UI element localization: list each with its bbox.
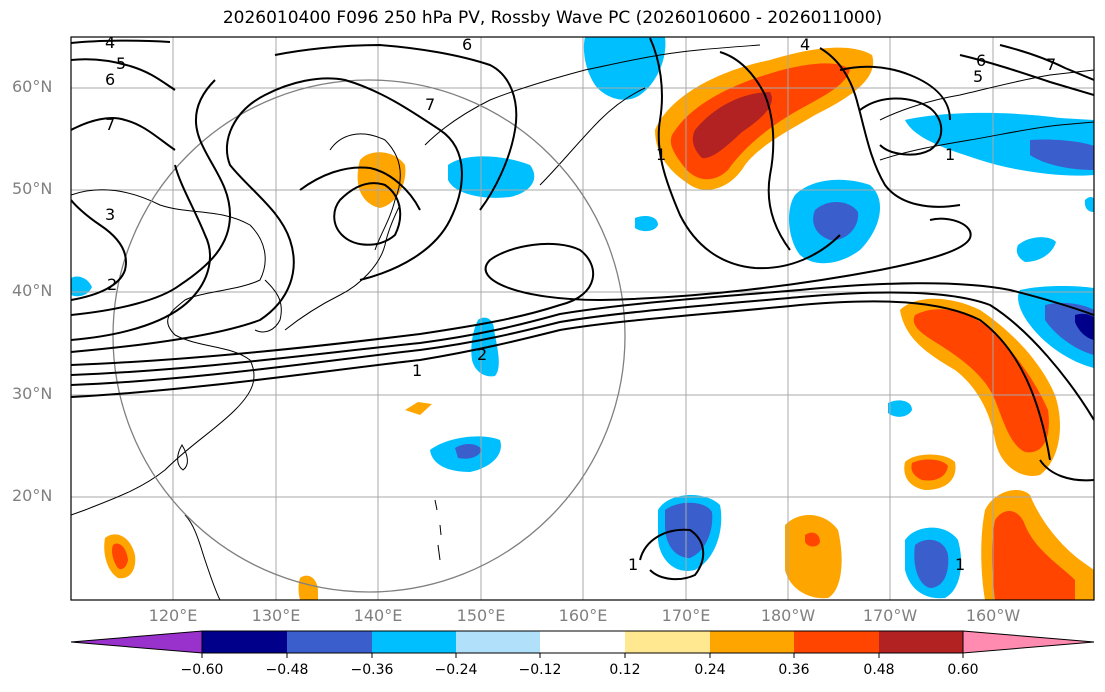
contour-label: 7 <box>425 95 435 114</box>
contour-label: 6 <box>976 51 986 70</box>
contour-label: 5 <box>116 54 126 73</box>
contour-label: 1 <box>656 145 666 164</box>
contour-label: 1 <box>945 145 955 164</box>
colorbar-extend-low <box>70 630 203 654</box>
colorbar-segment <box>202 631 287 653</box>
pv-contours <box>71 37 1094 581</box>
colorbar-tick-label: −0.60 <box>180 662 224 678</box>
colorbar-tick-label: 0.48 <box>863 662 895 678</box>
lon-label: 140°E <box>353 606 403 625</box>
coastlines <box>71 44 1094 600</box>
lat-label: 40°N <box>12 281 53 300</box>
pv-anomaly-shading <box>71 37 1094 600</box>
colorbar-tick-label: −0.48 <box>265 662 309 678</box>
contour-label: 1 <box>955 555 965 574</box>
contour-label: 6 <box>462 35 472 54</box>
colorbar-segment <box>287 631 372 653</box>
contour-label: 6 <box>105 70 115 89</box>
contour-label: 3 <box>105 205 115 224</box>
colorbar-tick-label: 0.60 <box>947 662 979 678</box>
lat-label: 60°N <box>12 77 53 96</box>
contour-label: 2 <box>107 275 117 294</box>
lon-label: 160°W <box>965 606 1021 625</box>
lat-label: 20°N <box>12 486 53 505</box>
contour-label: 7 <box>1046 55 1056 74</box>
map-frame <box>70 36 1095 601</box>
chart-title: 2026010400 F096 250 hPa PV, Rossby Wave … <box>222 8 883 28</box>
colorbar-tick-label: −0.24 <box>434 662 478 678</box>
colorbar-segment <box>794 631 879 653</box>
lon-label: 180°W <box>760 606 816 625</box>
contour-label: 7 <box>105 115 115 134</box>
colorbar-tick-label: −0.36 <box>350 662 394 678</box>
colorbar-segment <box>710 631 794 653</box>
contour-label: 4 <box>800 35 810 54</box>
colorbar-tick-label: 0.36 <box>778 662 810 678</box>
lon-label: 160°E <box>558 606 608 625</box>
contour-label: 4 <box>105 33 115 52</box>
colorbar-segment <box>625 631 710 653</box>
colorbar-tick-label: 0.24 <box>694 662 726 678</box>
colorbar-extend-high <box>962 630 1095 654</box>
colorbar-segment <box>879 631 963 653</box>
lon-label: 150°E <box>456 606 506 625</box>
contour-label: 1 <box>628 555 638 574</box>
lat-label: 50°N <box>12 179 53 198</box>
lon-label: 120°E <box>148 606 198 625</box>
lon-label: 130°E <box>251 606 301 625</box>
colorbar <box>70 630 1095 658</box>
lat-label: 30°N <box>12 384 53 403</box>
contour-label: 5 <box>973 67 983 86</box>
colorbar-tick-label: −0.12 <box>518 662 562 678</box>
contour-label: 1 <box>412 361 422 380</box>
graticule <box>71 37 1094 600</box>
colorbar-segment <box>540 631 625 653</box>
contour-labels: 4 5 6 7 3 2 6 7 4 6 5 7 1 1 2 1 1 1 <box>105 33 1056 574</box>
reference-circle <box>112 79 626 593</box>
colorbar-segment <box>372 631 456 653</box>
lon-label: 170°W <box>862 606 918 625</box>
colorbar-tick-label: 0.12 <box>609 662 641 678</box>
contour-label: 2 <box>477 345 487 364</box>
lon-label: 170°E <box>661 606 711 625</box>
colorbar-segment <box>456 631 540 653</box>
